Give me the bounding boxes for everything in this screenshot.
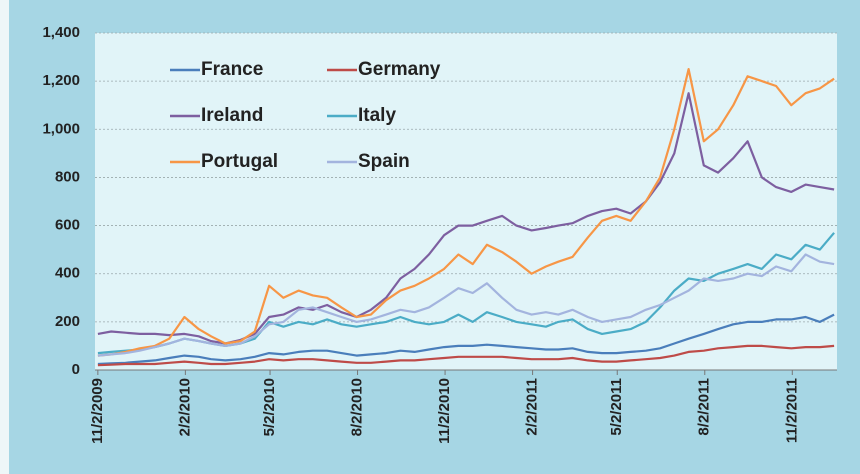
legend-label: Ireland [201, 105, 263, 126]
y-tick-label: 1,400 [42, 24, 80, 41]
y-tick-label: 1,000 [42, 120, 80, 137]
x-tick-label: 5/2/2010 [261, 378, 278, 436]
x-tick-label: 8/2/2010 [349, 378, 366, 436]
x-tick-label: 2/2/2010 [176, 378, 193, 436]
x-tick-label: 8/2/2011 [696, 378, 713, 436]
x-tick-label: 11/2/2011 [783, 378, 800, 443]
y-tick-label: 1,200 [42, 72, 80, 89]
x-tick-label: 11/2/2010 [436, 378, 453, 444]
series-line [97, 313, 835, 366]
legend-label: Portugal [201, 151, 278, 172]
legend-label: France [201, 59, 263, 80]
legend-label: Italy [358, 105, 396, 126]
ruler-strip [0, 0, 9, 474]
x-tick-label: 5/2/2011 [608, 378, 625, 436]
y-tick-label: 600 [55, 217, 80, 234]
x-tick-label: 11/2/2009 [89, 378, 106, 444]
series-line [97, 92, 835, 345]
legend-label: Germany [358, 59, 441, 80]
plot-area [95, 33, 837, 370]
y-tick-label: 400 [55, 265, 80, 282]
y-tick-label: 0 [72, 361, 80, 378]
x-tick-label: 2/2/2011 [524, 378, 541, 436]
y-tick-label: 200 [55, 313, 80, 330]
series-line [97, 253, 835, 357]
legend-label: Spain [358, 151, 410, 172]
series-line [97, 344, 835, 367]
y-tick-label: 800 [55, 168, 80, 185]
series-line [97, 68, 835, 357]
